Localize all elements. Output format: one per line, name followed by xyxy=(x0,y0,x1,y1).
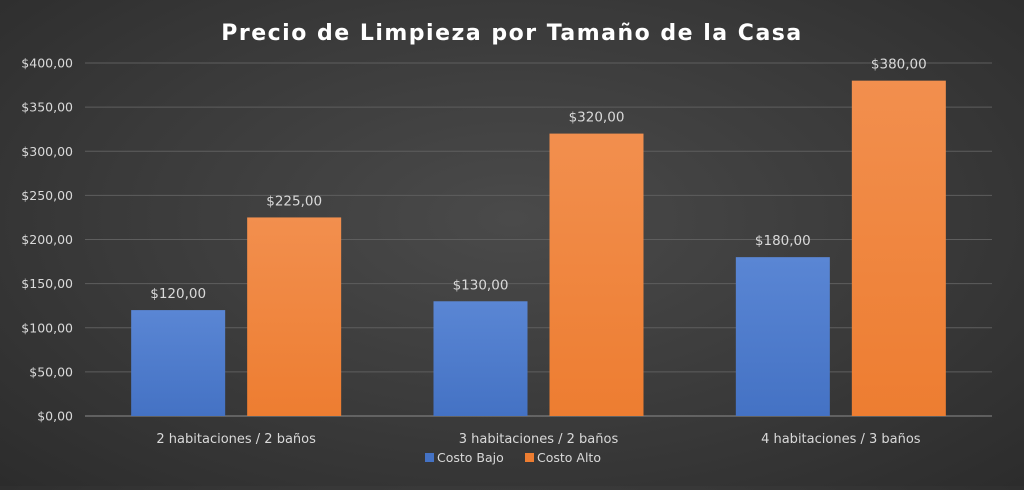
legend-label: Costo Bajo xyxy=(437,450,504,465)
bar-costo-bajo xyxy=(131,310,226,416)
bars xyxy=(131,80,946,417)
data-label: $180,00 xyxy=(755,233,811,249)
legend-swatch xyxy=(425,453,434,462)
legend-label: Costo Alto xyxy=(537,450,601,465)
data-labels: $120,00 $225,00 $130,00 $320,00 $180,00 $380,… xyxy=(150,57,926,302)
bar-costo-bajo xyxy=(735,257,830,416)
bar-costo-alto xyxy=(549,133,644,416)
data-label: $320,00 xyxy=(569,110,625,126)
data-label: $120,00 xyxy=(150,286,206,302)
y-tick-label: $150,00 xyxy=(21,276,73,291)
legend-swatch xyxy=(525,453,534,462)
data-label: $225,00 xyxy=(266,193,322,209)
chart-title: Precio de Limpieza por Tamaño de la Casa xyxy=(221,21,802,46)
legend: Costo Bajo Costo Alto xyxy=(425,450,601,465)
bar-costo-alto xyxy=(247,217,342,416)
gridlines xyxy=(85,62,992,417)
y-tick-label: $250,00 xyxy=(21,188,73,203)
y-tick-label: $0,00 xyxy=(37,409,73,424)
y-tick-label: $350,00 xyxy=(21,100,73,115)
x-category-label: 4 habitaciones / 3 baños xyxy=(761,432,921,447)
y-tick-label: $50,00 xyxy=(29,364,73,379)
y-tick-label: $200,00 xyxy=(21,232,73,247)
data-label: $380,00 xyxy=(871,57,927,73)
y-tick-label: $300,00 xyxy=(21,144,73,159)
x-category-label: 3 habitaciones / 2 baños xyxy=(459,432,619,447)
bar-costo-alto xyxy=(851,80,946,417)
y-axis-tick-labels: $0,00 $50,00 $100,00 $150,00 $200,00 $250,00 $… xyxy=(21,56,73,424)
bar-costo-bajo xyxy=(433,301,528,416)
data-label: $130,00 xyxy=(453,277,509,293)
y-tick-label: $400,00 xyxy=(21,56,73,71)
x-axis-category-labels: 2 habitaciones / 2 baños 3 habitaciones /… xyxy=(156,432,920,447)
y-tick-label: $100,00 xyxy=(21,320,73,335)
x-category-label: 2 habitaciones / 2 baños xyxy=(156,432,316,447)
